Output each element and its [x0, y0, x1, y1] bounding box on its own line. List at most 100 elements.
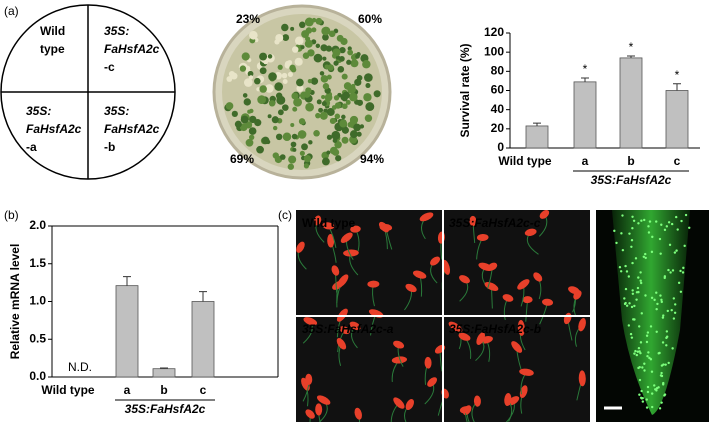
seedling — [226, 103, 233, 110]
gfp-dot — [666, 309, 669, 313]
y-axis-title: Relative mRNA level — [8, 244, 22, 360]
gfp-dot — [619, 270, 623, 273]
gfp-dot — [639, 279, 642, 282]
gfp-dot — [623, 297, 626, 300]
seedling — [242, 93, 248, 98]
seedling — [356, 75, 363, 81]
y-tick-label: 120 — [484, 25, 504, 39]
gfp-dot — [639, 351, 642, 355]
cotyledon — [459, 275, 470, 284]
gfp-dot — [631, 215, 634, 218]
seedling — [341, 103, 348, 110]
gfp-dot — [635, 298, 638, 301]
gfp-dot — [655, 291, 658, 294]
image-label: 35S:FaHsfA2c-b — [449, 322, 541, 336]
cotyledon — [473, 395, 481, 407]
gfp-dot — [644, 256, 647, 260]
seedling — [243, 78, 253, 87]
seedling — [321, 157, 330, 166]
gfp-dot — [647, 351, 650, 354]
seedling — [291, 92, 299, 100]
quadrant-label: 35S: — [26, 104, 51, 118]
y-tick-label: 1.5 — [29, 256, 46, 270]
gfp-dot — [658, 407, 662, 410]
cotyledon — [340, 232, 353, 243]
gfp-dot — [641, 366, 644, 369]
x-tick-label: Wild type — [498, 154, 552, 168]
quadrant-label: -a — [26, 140, 37, 154]
gfp-dot — [637, 290, 640, 294]
gfp-dot — [643, 362, 646, 365]
seedling — [332, 48, 341, 57]
seedling — [353, 123, 361, 132]
seedling — [272, 125, 278, 131]
cotyledon — [327, 233, 335, 248]
gfp-dot — [644, 252, 647, 256]
gfp-dot — [630, 305, 634, 309]
cotyledon — [305, 409, 315, 419]
cotyledon — [331, 265, 340, 276]
cotyledon — [315, 403, 323, 416]
gfp-dot — [665, 336, 668, 340]
x-tick-label: a — [582, 154, 589, 168]
seedling — [320, 44, 328, 52]
seedling — [355, 54, 360, 59]
gfp-dot — [664, 363, 667, 366]
error-bar — [673, 83, 681, 91]
seedling — [274, 82, 284, 91]
seedling — [254, 77, 261, 85]
gfp-dot — [655, 220, 658, 223]
root-cells — [613, 213, 691, 410]
seedling — [245, 138, 254, 147]
quadrant-label: -b — [104, 140, 115, 154]
y-tick-label: 20 — [491, 121, 505, 135]
gfp-dot — [667, 221, 671, 224]
gfp-dot — [630, 336, 634, 339]
seedling — [248, 127, 257, 135]
seedling — [328, 30, 336, 38]
cotyledon — [405, 283, 417, 293]
seedling — [311, 17, 317, 23]
x-tick-label: c — [674, 154, 681, 168]
gfp-dot — [631, 227, 634, 230]
gfp-dot — [682, 266, 685, 270]
gfp-dot — [631, 261, 634, 265]
gfp-dot — [659, 294, 662, 297]
gfp-dot — [651, 405, 654, 409]
seedling — [320, 75, 329, 83]
seedling — [365, 102, 375, 112]
gfp-dot — [679, 290, 683, 293]
quadrant-label: FaHsfA2c — [104, 42, 160, 56]
quadrant-label: FaHsfA2c — [26, 122, 82, 136]
cotyledon — [296, 241, 305, 253]
seedling — [231, 110, 238, 117]
gfp-dot — [641, 400, 645, 403]
gfp-dot — [639, 271, 642, 274]
cotyledon — [541, 298, 554, 306]
gfp-dot — [639, 341, 643, 344]
seedling — [268, 72, 277, 81]
seedling — [256, 87, 261, 92]
gfp-dot — [645, 398, 648, 401]
gfp-dot — [646, 331, 650, 334]
seedling — [339, 119, 348, 128]
cotyledon — [391, 356, 408, 364]
cotyledon — [522, 296, 533, 304]
plate-label: 60% — [358, 12, 382, 26]
gfp-dot — [621, 248, 625, 252]
gfp-dot — [631, 289, 634, 292]
seedling — [241, 52, 250, 61]
seedling — [297, 130, 307, 139]
gfp-dot — [651, 235, 654, 239]
seedling — [313, 129, 320, 137]
seedling — [349, 130, 358, 139]
seedling — [281, 72, 288, 79]
seedling — [279, 154, 286, 160]
gfp-dot — [669, 271, 672, 274]
x-tick-label: a — [124, 383, 131, 397]
gfp-dot — [638, 378, 642, 382]
bar — [665, 90, 689, 149]
gfp-dot — [647, 231, 651, 234]
seedling — [301, 143, 308, 151]
seedling — [337, 66, 345, 73]
